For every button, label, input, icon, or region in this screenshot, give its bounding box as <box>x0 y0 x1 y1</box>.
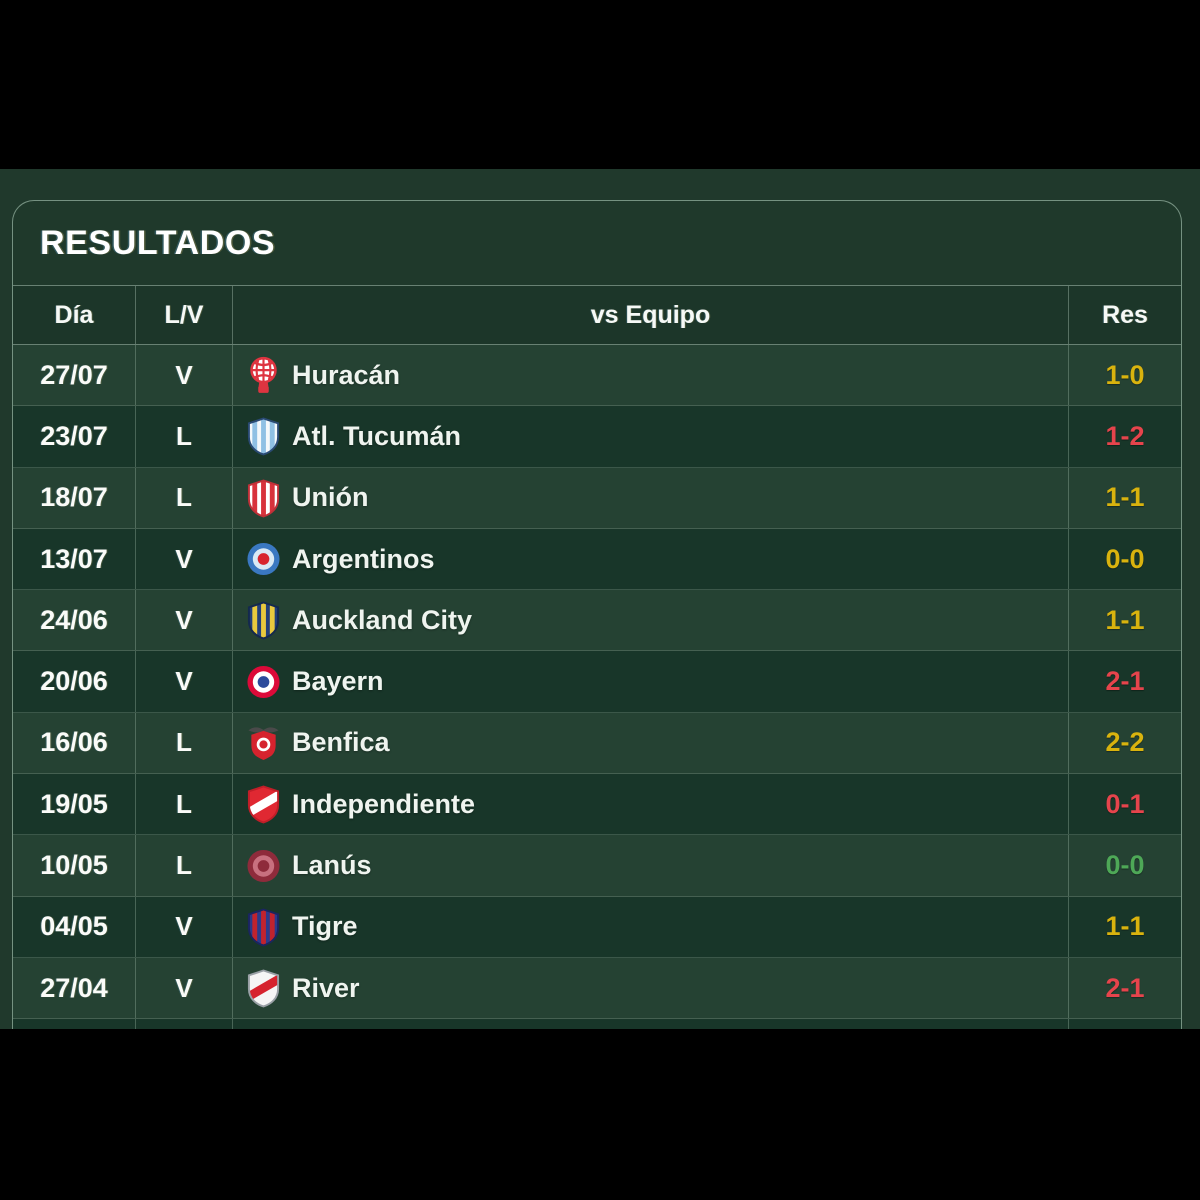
match-date: 18/07 <box>13 467 136 528</box>
opponent-cell <box>233 1019 1069 1029</box>
independiente-badge-icon <box>246 784 281 824</box>
home-away-indicator: L <box>136 712 233 774</box>
column-header-equipo: vs Equipo <box>233 286 1069 344</box>
opponent-name: Independiente <box>292 788 476 819</box>
match-date <box>13 1019 136 1029</box>
tigre-badge-icon <box>246 907 281 947</box>
match-date: 23/07 <box>13 406 136 467</box>
result-row[interactable]: 24/06 V Auckland City 1-1 <box>13 590 1181 652</box>
result-row[interactable]: 10/05 L Lanús 0-0 <box>13 835 1181 897</box>
match-date: 10/05 <box>13 835 136 896</box>
result-row[interactable]: 23/07 L Atl. Tucumán 1-2 <box>13 406 1181 468</box>
match-date: 13/07 <box>13 528 136 590</box>
lanus-badge-icon <box>246 846 281 886</box>
opponent-cell: Huracán <box>233 345 1069 406</box>
opponent-cell: Independiente <box>233 774 1069 835</box>
opponent-cell: Benfica <box>233 712 1069 774</box>
match-date: 04/05 <box>13 896 136 957</box>
opponent-name: Bayern <box>292 666 384 697</box>
card-title: RESULTADOS <box>40 223 276 262</box>
result-row[interactable]: 16/06 L Benfica 2-2 <box>13 712 1181 775</box>
opponent-cell: Argentinos <box>233 528 1069 590</box>
match-result: 0-0 <box>1105 850 1145 881</box>
results-card: RESULTADOS Día L/V vs Equipo Res 27/07 V… <box>12 200 1182 1029</box>
result-row[interactable]: 20/06 V Bayern 2-1 <box>13 651 1181 713</box>
match-date: 19/05 <box>13 774 136 835</box>
result-row[interactable]: 27/07 V Huracán 1-0 <box>13 345 1181 407</box>
river-badge-icon <box>246 968 281 1008</box>
result-row[interactable]: 04/05 V Tigre 1-1 <box>13 896 1181 958</box>
match-result: 2-2 <box>1105 727 1145 758</box>
home-away-indicator: L <box>136 406 233 467</box>
opponent-cell: Bayern <box>233 651 1069 712</box>
table-header-row: Día L/V vs Equipo Res <box>13 285 1181 345</box>
match-date: 24/06 <box>13 590 136 651</box>
match-result: 0-1 <box>1105 788 1145 819</box>
column-header-res: Res <box>1102 300 1148 329</box>
match-result: 1-1 <box>1105 911 1145 942</box>
opponent-cell: Tigre <box>233 896 1069 957</box>
bayern-badge-icon <box>246 662 281 702</box>
match-date: 16/06 <box>13 712 136 774</box>
opponent-name: Auckland City <box>292 604 473 635</box>
opponent-name: Argentinos <box>292 543 435 574</box>
home-away-indicator: V <box>136 590 233 651</box>
opponent-name: River <box>292 972 360 1003</box>
opponent-name: Lanús <box>292 850 372 881</box>
match-result: 2-1 <box>1105 972 1145 1003</box>
widget-stage: RESULTADOS Día L/V vs Equipo Res 27/07 V… <box>0 169 1200 1029</box>
home-away-indicator: L <box>136 835 233 896</box>
auckland-city-badge-icon <box>246 600 281 640</box>
column-header-dia: Día <box>13 286 136 344</box>
match-result: 2-1 <box>1105 666 1145 697</box>
match-result <box>1069 1019 1181 1029</box>
result-row[interactable]: 18/07 L Unión 1-1 <box>13 467 1181 529</box>
results-body: 27/07 V Huracán 1-0 23/07 L Atl. Tucumán… <box>13 345 1181 1029</box>
opponent-cell: Unión <box>233 467 1069 528</box>
match-result: 1-1 <box>1105 482 1145 513</box>
result-row[interactable]: 13/07 V Argentinos 0-0 <box>13 528 1181 591</box>
home-away-indicator: L <box>136 467 233 528</box>
match-date: 27/07 <box>13 345 136 406</box>
union-badge-icon <box>246 478 281 518</box>
benfica-badge-icon <box>246 723 281 763</box>
opponent-name: Tigre <box>292 911 358 942</box>
match-result: 1-0 <box>1105 359 1145 390</box>
opponent-cell: Auckland City <box>233 590 1069 651</box>
opponent-name: Atl. Tucumán <box>292 420 462 451</box>
home-away-indicator: L <box>136 774 233 835</box>
match-date: 20/06 <box>13 651 136 712</box>
match-result: 0-0 <box>1105 543 1145 574</box>
home-away-indicator <box>136 1019 233 1029</box>
match-result: 1-2 <box>1105 420 1145 451</box>
result-row[interactable]: 19/05 L Independiente 0-1 <box>13 774 1181 836</box>
opponent-cell: River <box>233 957 1069 1019</box>
clipped-next-row <box>13 1019 1181 1029</box>
huracan-badge-icon <box>246 355 281 395</box>
home-away-indicator: V <box>136 651 233 712</box>
home-away-indicator: V <box>136 957 233 1019</box>
argentinos-juniors-badge-icon <box>246 539 281 579</box>
home-away-indicator: V <box>136 528 233 590</box>
opponent-cell: Lanús <box>233 835 1069 896</box>
column-header-lv: L/V <box>136 286 233 344</box>
match-result: 1-1 <box>1105 604 1145 635</box>
home-away-indicator: V <box>136 345 233 406</box>
match-date: 27/04 <box>13 957 136 1019</box>
card-title-bar: RESULTADOS <box>13 201 1181 285</box>
atletico-tucuman-badge-icon <box>246 416 281 456</box>
opponent-name: Unión <box>292 482 369 513</box>
opponent-name: Huracán <box>292 359 401 390</box>
opponent-name: Benfica <box>292 727 390 758</box>
home-away-indicator: V <box>136 896 233 957</box>
opponent-cell: Atl. Tucumán <box>233 406 1069 467</box>
result-row[interactable]: 27/04 V River 2-1 <box>13 957 1181 1020</box>
